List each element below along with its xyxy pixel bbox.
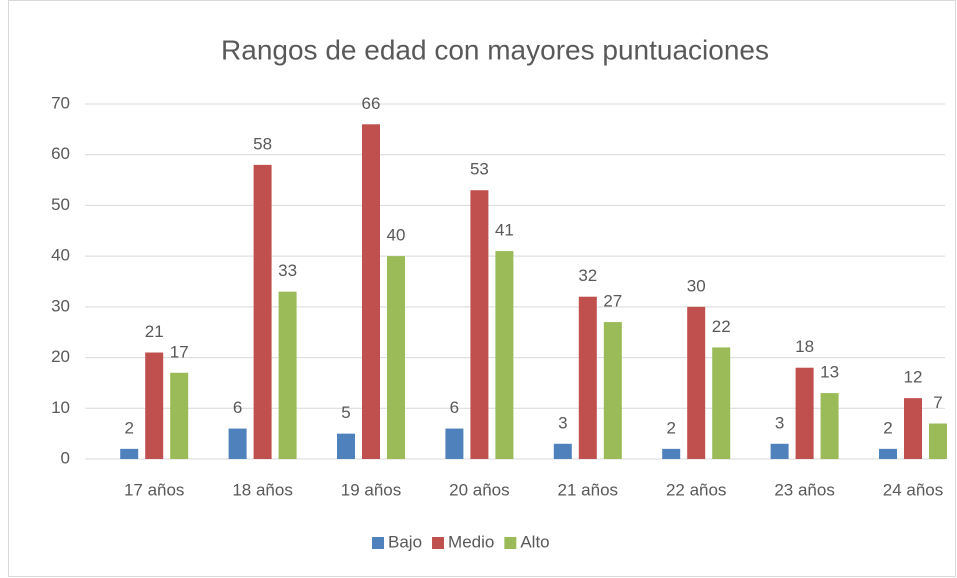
data-label: 13: [820, 363, 839, 382]
y-tick-label: 50: [51, 195, 70, 214]
legend-label: Bajo: [388, 532, 422, 551]
bar: [662, 448, 681, 459]
bar: [278, 291, 297, 459]
legend-label: Medio: [448, 532, 494, 551]
y-tick-label: 0: [61, 448, 70, 467]
bar: [603, 322, 622, 459]
data-label: 66: [362, 94, 381, 113]
x-tick-label: 21 años: [558, 480, 619, 499]
bar: [170, 372, 189, 459]
x-tick-label: 22 años: [666, 480, 727, 499]
legend-label: Alto: [520, 532, 549, 551]
bar: [795, 367, 814, 459]
data-label: 12: [904, 368, 923, 387]
x-tick-label: 24 años: [883, 480, 944, 499]
data-label: 32: [578, 266, 597, 285]
data-label: 21: [145, 322, 164, 341]
bar: [687, 306, 706, 459]
data-label: 17: [170, 342, 189, 361]
legend-swatch: [372, 537, 384, 549]
data-label: 3: [775, 413, 784, 432]
y-tick-label: 70: [51, 93, 70, 112]
bar: [578, 296, 597, 459]
y-tick-label: 10: [51, 398, 70, 417]
data-label: 18: [795, 337, 814, 356]
x-tick-label: 19 años: [341, 480, 402, 499]
x-tick-label: 20 años: [449, 480, 510, 499]
data-label: 40: [387, 226, 406, 245]
y-tick-label: 60: [51, 144, 70, 163]
bar: [470, 190, 489, 459]
x-tick-label: 23 años: [774, 480, 835, 499]
bar: [904, 398, 922, 459]
data-label: 7: [933, 393, 942, 412]
bar: [120, 448, 139, 459]
bar: [495, 251, 514, 459]
bar: [820, 393, 839, 459]
x-tick-label: 18 años: [232, 480, 293, 499]
data-label: 6: [450, 398, 459, 417]
bar: [362, 124, 380, 460]
data-label: 22: [712, 317, 731, 336]
legend-swatch: [504, 537, 517, 549]
data-label: 33: [278, 261, 297, 280]
data-label: 53: [470, 160, 489, 179]
bar: [770, 443, 789, 459]
data-label: 58: [253, 134, 272, 153]
bar: [253, 164, 272, 459]
data-label: 5: [341, 403, 350, 422]
data-label: 27: [603, 292, 622, 311]
bar: [553, 443, 572, 459]
bar: [145, 352, 164, 459]
y-tick-label: 40: [51, 246, 70, 265]
bar: [445, 428, 464, 459]
data-label: 3: [558, 413, 567, 432]
bar: [879, 448, 897, 459]
data-label: 30: [687, 276, 706, 295]
bar: [929, 423, 947, 459]
x-tick-label: 17 años: [124, 480, 185, 499]
chart-title: Rangos de edad con mayores puntuaciones: [221, 34, 769, 65]
data-label: 2: [883, 418, 892, 437]
data-label: 2: [124, 418, 133, 437]
y-tick-label: 20: [51, 347, 70, 366]
data-label: 6: [233, 398, 242, 417]
bar: [387, 256, 405, 459]
y-tick-label: 30: [51, 296, 70, 315]
data-label: 2: [666, 418, 675, 437]
legend-swatch: [432, 537, 445, 549]
bar: [228, 428, 247, 459]
bar: [337, 433, 355, 459]
bar: [712, 347, 731, 459]
data-label: 41: [495, 221, 514, 240]
